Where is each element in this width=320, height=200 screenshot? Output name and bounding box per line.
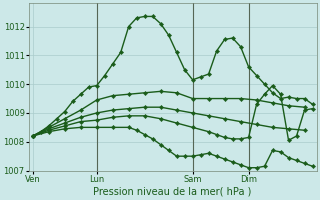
X-axis label: Pression niveau de la mer( hPa ): Pression niveau de la mer( hPa ) [93,187,252,197]
